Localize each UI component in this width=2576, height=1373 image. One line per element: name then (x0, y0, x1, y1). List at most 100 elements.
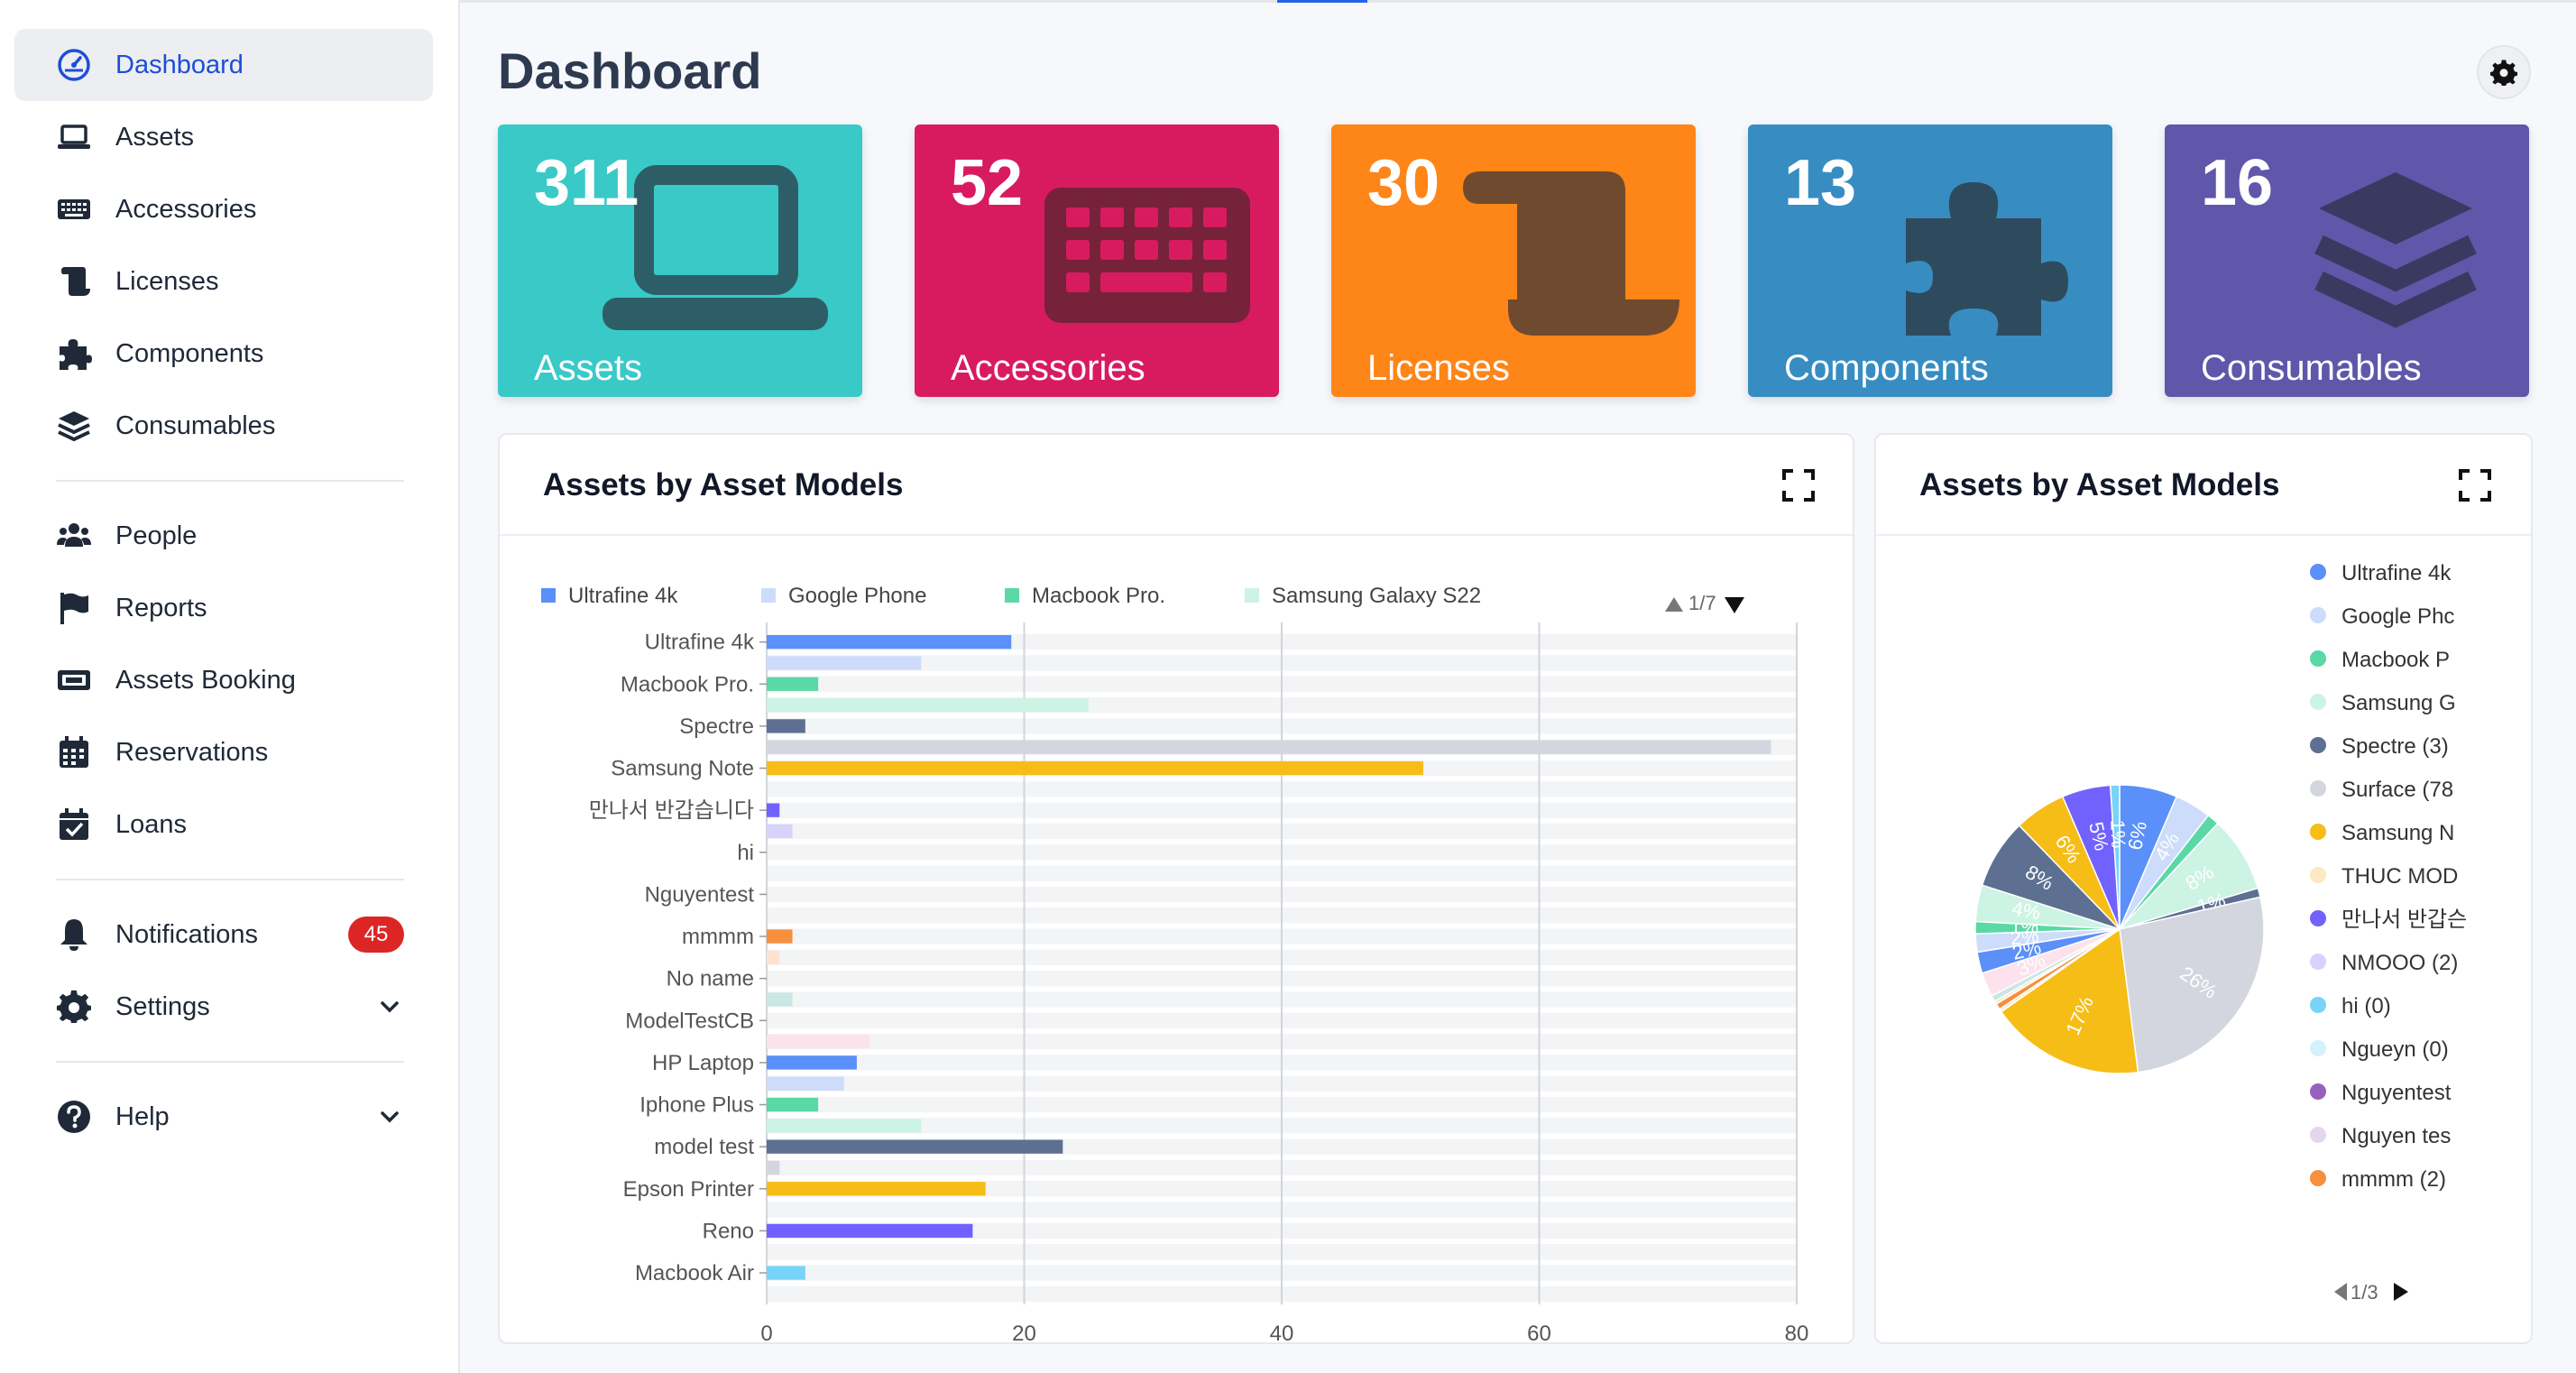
bar (767, 1076, 844, 1091)
y-tick-label: Samsung Note (611, 757, 754, 781)
legend-swatch (2310, 954, 2326, 970)
bar-chart: Ultrafine 4k Google Phone Macbook Pro. Sams… (541, 584, 1808, 1341)
sidebar-item-label: Components (115, 338, 264, 368)
legend-label: Ngueyn (0) (2341, 1037, 2449, 1062)
pie-slice (2119, 896, 2265, 1074)
sidebar-item-assets-booking[interactable]: Assets Booking (14, 644, 433, 716)
sidebar-divider (56, 480, 404, 482)
sidebar-item-people[interactable]: People (14, 500, 433, 572)
sidebar-item-help[interactable]: Help (14, 1081, 433, 1153)
expand-icon[interactable] (1780, 467, 1817, 503)
help-icon (52, 1095, 96, 1138)
sidebar-item-label: Notifications (115, 919, 258, 949)
bar (767, 740, 1771, 754)
legend-swatch (541, 588, 556, 603)
sidebar-item-reservations[interactable]: Reservations (14, 716, 433, 788)
pie-chart-panel: Assets by Asset Models 6% 4% 8% 1% 26% 17% 3% 2… (1874, 433, 2533, 1344)
stat-label: Components (1784, 348, 1989, 388)
x-tick-label: 40 (1270, 1322, 1294, 1341)
y-tick-label: Nguyentest (645, 882, 755, 907)
legend-label: Google Phc (2341, 604, 2454, 629)
keyboard-icon (1044, 188, 1250, 323)
y-tick-label: Epson Printer (623, 1177, 754, 1202)
y-tick-label: Iphone Plus (639, 1093, 754, 1118)
chevron-down-icon (381, 1001, 399, 1013)
sidebar-item-assets[interactable]: Assets (14, 101, 433, 173)
sidebar-item-accessories[interactable]: Accessories (14, 173, 433, 245)
bar (767, 635, 1012, 650)
sidebar-item-settings[interactable]: Settings (14, 971, 433, 1043)
legend-label: Macbook Pro. (1032, 584, 1165, 608)
laptop-icon (603, 165, 828, 330)
pie-slice-label: 1% (2106, 819, 2130, 849)
sidebar-item-consumables[interactable]: Consumables (14, 390, 433, 462)
legend-label: Surface (78 (2341, 778, 2453, 802)
legend-label: Samsung Galaxy S22 (1272, 584, 1481, 608)
stat-count: 13 (1784, 147, 1857, 219)
sidebar-item-dashboard[interactable]: Dashboard (14, 29, 433, 101)
gear-icon (2490, 60, 2517, 86)
sidebar-item-licenses[interactable]: Licenses (14, 245, 433, 318)
bar (767, 1223, 973, 1239)
legend-swatch (2310, 650, 2326, 667)
y-tick-label: ModelTestCB (625, 1009, 754, 1033)
stat-count: 30 (1367, 147, 1440, 219)
bar (767, 1139, 1063, 1154)
sidebar-item-components[interactable]: Components (14, 318, 433, 390)
sidebar-item-label: Reports (115, 593, 207, 622)
sidebar-item-label: Dashboard (115, 50, 244, 79)
bar (767, 697, 1089, 713)
bar (767, 1119, 922, 1133)
y-tick-label: 만나서 반갑습니다 (589, 798, 754, 823)
legend-label: Nguyentest (2341, 1081, 2452, 1105)
sidebar-item-notifications[interactable]: Notifications 45 (14, 898, 433, 971)
legend-swatch (2310, 607, 2326, 623)
assets-stat-card[interactable]: 311 Assets (498, 124, 862, 397)
puzzle-icon (52, 332, 96, 375)
y-tick-label: No name (667, 967, 754, 991)
bar (767, 1097, 819, 1112)
bar (767, 719, 805, 733)
pie-chart: 6%4%8%1%26%17%3%2%2%1%4%8%6% 5%1%Ultrafin… (1974, 561, 2467, 1304)
notification-count-badge: 45 (348, 917, 404, 953)
y-tick-label: Macbook Pro. (621, 672, 754, 696)
stat-label: Consumables (2201, 348, 2422, 388)
legend-label: NMOOO (2) (2341, 951, 2458, 975)
x-tick-label: 20 (1012, 1322, 1036, 1341)
panel-title: Assets by Asset Models (543, 467, 904, 502)
sidebar-item-reports[interactable]: Reports (14, 572, 433, 644)
dashboard-settings-button[interactable] (2477, 45, 2531, 99)
sidebar-item-label: Help (115, 1101, 170, 1131)
legend-swatch (2310, 737, 2326, 753)
sidebar-item-loans[interactable]: Loans (14, 788, 433, 861)
legend-swatch (761, 588, 776, 603)
consumables-stat-card[interactable]: 16 Consumables (2165, 124, 2529, 397)
legend-label: Nguyen tes (2341, 1124, 2451, 1148)
legend-label: Google Phone (788, 584, 926, 608)
components-stat-card[interactable]: 13 Components (1748, 124, 2112, 397)
sidebar-item-label: Settings (115, 991, 210, 1021)
top-progress-line (0, 0, 2576, 3)
people-icon (52, 514, 96, 557)
y-tick-label: Macbook Air (635, 1261, 754, 1285)
licenses-stat-card[interactable]: 30 Licenses (1331, 124, 1696, 397)
legend-pager: 1/3 (2351, 1281, 2378, 1304)
x-tick-label: 60 (1527, 1322, 1551, 1341)
expand-icon[interactable] (2457, 467, 2493, 503)
y-tick-label: mmmm (682, 925, 754, 949)
calendar-check-icon (52, 803, 96, 846)
accessories-stat-card[interactable]: 52 Accessories (915, 124, 1279, 397)
y-tick-label: hi (737, 841, 754, 865)
stat-count: 52 (951, 147, 1024, 219)
y-tick-label: Ultrafine 4k (645, 631, 755, 655)
panel-title: Assets by Asset Models (1919, 467, 2280, 502)
top-progress-accent (1277, 0, 1367, 3)
legend-label: 만나서 반갑슨 (2341, 908, 2467, 932)
legend-swatch (2310, 1170, 2326, 1186)
sidebar-divider (56, 879, 404, 880)
dashboard-icon (52, 43, 96, 87)
bar (767, 1266, 805, 1280)
stat-label: Licenses (1367, 348, 1510, 388)
bar (767, 677, 819, 691)
sidebar-item-label: Accessories (115, 194, 257, 224)
